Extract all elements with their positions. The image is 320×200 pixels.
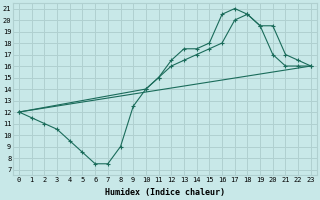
X-axis label: Humidex (Indice chaleur): Humidex (Indice chaleur) xyxy=(105,188,225,197)
